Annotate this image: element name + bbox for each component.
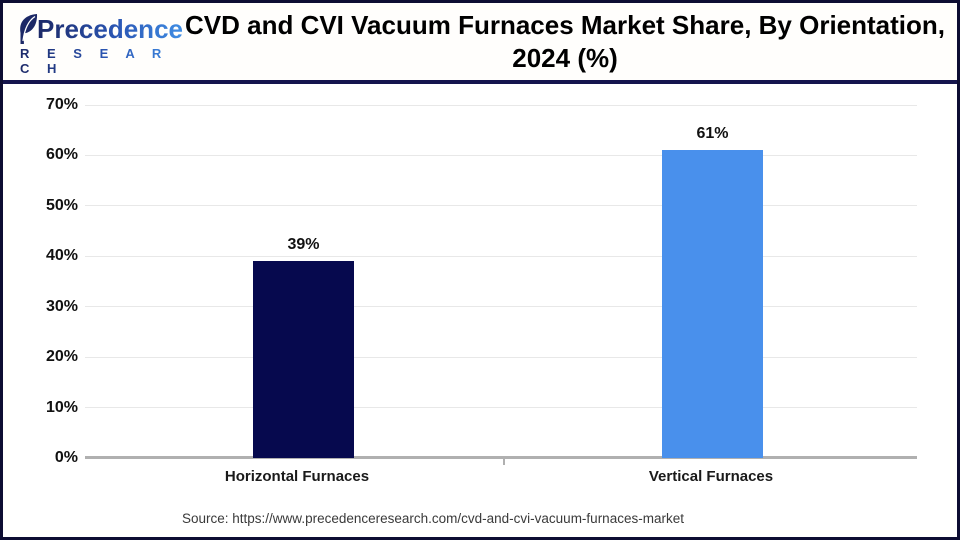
y-axis-tick-label: 10%: [45, 398, 78, 416]
category-label-horizontal-furnaces: Horizontal Furnaces: [224, 468, 370, 485]
gridline: [85, 205, 917, 207]
bar-horizontal-furnaces: [253, 261, 354, 458]
y-axis-tick-label: 40%: [45, 247, 78, 265]
y-axis-tick-label: 0%: [54, 449, 78, 466]
y-axis-tick-label: 20%: [45, 348, 78, 366]
x-axis-baseline: [85, 456, 917, 459]
gridline: [85, 104, 917, 106]
value-label-vertical: 61%: [696, 125, 729, 142]
y-axis-tick-label: 70%: [45, 96, 78, 113]
y-axis-tick-label: 30%: [45, 297, 78, 315]
logo-brand-text: Precedence: [37, 14, 183, 44]
source-attribution: Source: https://www.precedenceresearch.c…: [182, 511, 684, 526]
bar-group-horizontal-furnaces: 39%: [253, 84, 354, 458]
bar-vertical-furnaces: [662, 150, 763, 458]
gridline: [85, 407, 917, 409]
gridline: [85, 154, 917, 156]
header: Precedence R E S E A R C H CVD and CVI V…: [3, 3, 957, 84]
chart-title-line1: CVD and CVI Vacuum Furnaces Market Share…: [185, 9, 945, 40]
y-axis-tick-label: 50%: [45, 196, 78, 214]
leaf-p-icon: [20, 14, 38, 44]
precedence-research-logo: Precedence R E S E A R C H: [3, 7, 183, 76]
chart-title-line2: 2024 (%): [512, 42, 618, 73]
logo-brand-row: Precedence: [17, 13, 183, 45]
category-label-vertical-furnaces: Vertical Furnaces: [648, 468, 774, 485]
bar-chart-plot-area: 0% 10% 20% 30% 40% 50% 60% 70% 39% 61% Horizont…: [3, 84, 957, 533]
gridline: [85, 356, 917, 358]
value-label-horizontal: 39%: [287, 236, 320, 253]
gridline: [85, 255, 917, 257]
y-axis-tick-label: 60%: [45, 146, 78, 164]
chart-title: CVD and CVI Vacuum Furnaces Market Share…: [183, 9, 957, 75]
logo-sub-text: R E S E A R C H: [17, 46, 183, 76]
bar-group-vertical-furnaces: 61%: [662, 84, 763, 458]
gridline: [85, 306, 917, 308]
x-axis-category-tick: [503, 459, 505, 465]
